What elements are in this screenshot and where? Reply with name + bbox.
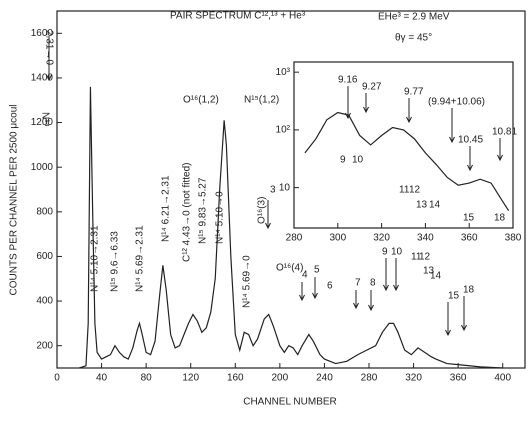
annotation: 15 bbox=[463, 213, 475, 224]
annotation: (9.94+10.06) bbox=[428, 97, 485, 108]
x-tick-label: 320 bbox=[405, 373, 422, 384]
annotation: 9.16 bbox=[338, 75, 358, 86]
arrow-head bbox=[406, 116, 412, 124]
x-tick-label: 160 bbox=[227, 373, 244, 384]
arrow-head bbox=[265, 222, 271, 230]
arrow-head bbox=[368, 304, 374, 312]
arrow-head bbox=[363, 106, 369, 114]
y-tick-label: 1600 bbox=[31, 28, 54, 39]
annotation: 11 bbox=[399, 185, 410, 196]
annotation: θγ = 45° bbox=[395, 33, 432, 44]
x-tick-label: 240 bbox=[316, 373, 333, 384]
arrow-head bbox=[461, 324, 467, 332]
chart-title: PAIR SPECTRUM C¹²,¹³ + He³ bbox=[170, 11, 306, 22]
y-tick-label: 10 bbox=[279, 182, 291, 193]
annotation: O¹⁶(3) bbox=[257, 197, 268, 224]
annotation: N¹⁵ 9.6→6.33 bbox=[110, 231, 121, 292]
arrow-head bbox=[46, 74, 52, 82]
spectrum-line bbox=[79, 86, 503, 369]
annotation: 9 bbox=[340, 155, 346, 166]
arrow-head bbox=[497, 154, 503, 162]
annotation: O¹⁶(1,2) bbox=[183, 95, 219, 106]
annotation: 14 bbox=[429, 200, 441, 211]
x-tick-label: 280 bbox=[286, 233, 303, 244]
y-tick-label: 800 bbox=[36, 206, 53, 217]
subtitle: EHe³ = 2.9 MeV bbox=[378, 12, 450, 23]
annotation: 4 bbox=[302, 270, 308, 281]
x-tick-label: 120 bbox=[182, 373, 199, 384]
arrow-head bbox=[449, 136, 455, 144]
x-axis-label: CHANNEL NUMBER bbox=[243, 397, 337, 408]
annotation: 9 bbox=[382, 247, 388, 258]
y-tick-label: 1200 bbox=[31, 117, 54, 128]
annotation: 10 bbox=[391, 247, 403, 258]
annotation: 3 bbox=[270, 185, 276, 196]
x-tick-label: 380 bbox=[505, 233, 522, 244]
x-tick-label: 300 bbox=[329, 233, 346, 244]
annotation: 8 bbox=[370, 278, 376, 289]
annotation: 10.45 bbox=[458, 135, 483, 146]
arrow-head bbox=[299, 294, 305, 302]
annotation: 13 bbox=[423, 266, 435, 277]
y-axis-label: COUNTS PER CHANNEL PER 2500 μcoul bbox=[9, 104, 20, 295]
annotation: 9.27 bbox=[362, 82, 382, 93]
x-tick-label: 280 bbox=[361, 373, 378, 384]
plot-frame bbox=[293, 61, 514, 229]
x-tick-label: 0 bbox=[54, 373, 60, 384]
arrow-head bbox=[383, 284, 389, 292]
x-tick-label: 340 bbox=[417, 233, 434, 244]
annotation: 12 bbox=[419, 252, 431, 263]
annotation: N¹⁴ 5.69→2.31 bbox=[135, 225, 146, 292]
annotation: 13 bbox=[416, 200, 428, 211]
annotation: 7 bbox=[355, 278, 361, 289]
arrow-head bbox=[312, 292, 318, 300]
arrow-head bbox=[345, 112, 351, 120]
annotation: N¹⁵(1,2) bbox=[244, 95, 279, 106]
annotation: N¹⁴ 5.10→0 bbox=[215, 191, 226, 244]
annotation: N¹⁴ 5.69→0 bbox=[242, 255, 253, 308]
annotation: 12 bbox=[409, 185, 421, 196]
arrow-head bbox=[393, 284, 399, 292]
y-tick-label: 1400 bbox=[31, 73, 54, 84]
y-tick-label: 200 bbox=[36, 340, 53, 351]
annotation: 10.81 bbox=[492, 127, 517, 138]
annotation: 10 bbox=[352, 155, 364, 166]
arrow-head bbox=[467, 164, 473, 172]
x-tick-label: 200 bbox=[272, 373, 289, 384]
x-tick-label: 360 bbox=[461, 233, 478, 244]
annotation: N¹⁵ 9.83→5.27 bbox=[198, 177, 209, 244]
x-tick-label: 360 bbox=[450, 373, 467, 384]
annotation: 9.77 bbox=[404, 87, 424, 98]
annotation: N¹⁴ bbox=[39, 112, 50, 127]
y-tick-label: 10² bbox=[276, 125, 291, 136]
annotation: 6 bbox=[327, 281, 333, 292]
annotation: O¹⁶(4) bbox=[276, 263, 303, 274]
y-tick-label: 10³ bbox=[276, 67, 291, 78]
annotation: 14 bbox=[430, 271, 442, 282]
annotation: 18 bbox=[494, 213, 506, 224]
x-tick-label: 80 bbox=[141, 373, 153, 384]
y-tick-label: 400 bbox=[36, 296, 53, 307]
x-tick-label: 40 bbox=[96, 373, 108, 384]
plot-frame bbox=[56, 10, 526, 369]
annotation: 15 bbox=[448, 291, 460, 302]
annotation: N¹⁴ 6.21→2.31 bbox=[161, 175, 172, 242]
arrow-head bbox=[445, 329, 451, 337]
x-tick-label: 320 bbox=[373, 233, 390, 244]
annotation: 11 bbox=[411, 252, 422, 263]
arrow-head bbox=[353, 302, 359, 310]
spectrum-line bbox=[304, 111, 510, 211]
y-tick-label: 600 bbox=[36, 251, 53, 262]
annotation: N¹⁴ 5.10→2.31 bbox=[90, 225, 101, 292]
x-tick-label: 400 bbox=[494, 373, 511, 384]
annotation: 5 bbox=[314, 265, 320, 276]
annotation: C¹² 4.43→0 (not fitted) bbox=[182, 163, 193, 262]
y-tick-label: 1000 bbox=[31, 162, 54, 173]
annotation: 18 bbox=[463, 285, 475, 296]
